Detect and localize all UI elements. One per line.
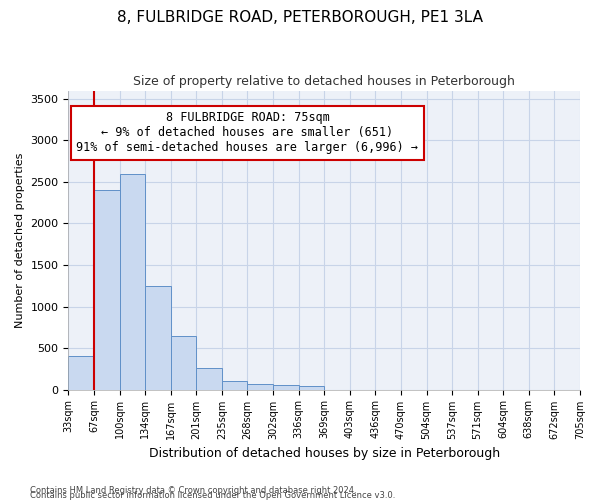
Bar <box>94 190 119 390</box>
Text: Contains public sector information licensed under the Open Government Licence v3: Contains public sector information licen… <box>30 491 395 500</box>
Y-axis label: Number of detached properties: Number of detached properties <box>15 152 25 328</box>
Bar <box>222 382 247 390</box>
Text: 8, FULBRIDGE ROAD, PETERBOROUGH, PE1 3LA: 8, FULBRIDGE ROAD, PETERBOROUGH, PE1 3LA <box>117 10 483 25</box>
Text: 8 FULBRIDGE ROAD: 75sqm
← 9% of detached houses are smaller (651)
91% of semi-de: 8 FULBRIDGE ROAD: 75sqm ← 9% of detached… <box>76 112 418 154</box>
Bar <box>68 356 94 390</box>
X-axis label: Distribution of detached houses by size in Peterborough: Distribution of detached houses by size … <box>149 447 500 460</box>
Bar <box>119 174 145 390</box>
Text: Contains HM Land Registry data © Crown copyright and database right 2024.: Contains HM Land Registry data © Crown c… <box>30 486 356 495</box>
Bar <box>299 386 324 390</box>
Title: Size of property relative to detached houses in Peterborough: Size of property relative to detached ho… <box>133 75 515 88</box>
Bar <box>171 336 196 390</box>
Bar <box>196 368 222 390</box>
Bar <box>247 384 273 390</box>
Bar <box>145 286 171 390</box>
Bar <box>273 385 299 390</box>
